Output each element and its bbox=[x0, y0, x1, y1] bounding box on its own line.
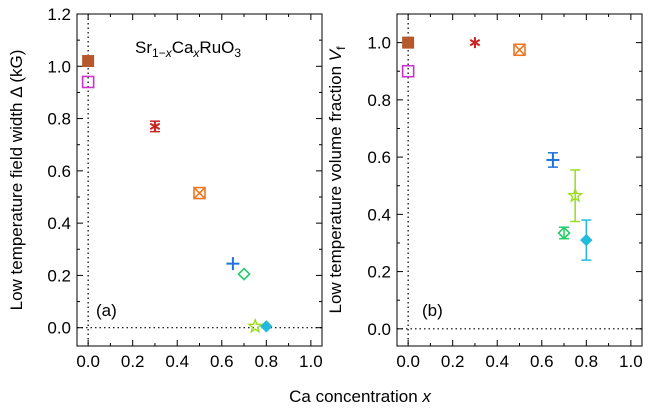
y-tick-label: 0.6 bbox=[47, 162, 71, 181]
y-axis-label-text: Low temperature volume fraction bbox=[326, 61, 345, 313]
data-point-open-square bbox=[401, 64, 415, 78]
panel-label: (a) bbox=[96, 301, 117, 320]
x-tick-label: 1.0 bbox=[619, 352, 643, 371]
panel-b: 0.0 0.2 0.4 0.6 0.8 1.0 0.0 0.2 0.4 0.6 0.8 1.0 Low … bbox=[326, 13, 643, 371]
y-tick-label: 0.8 bbox=[367, 91, 391, 110]
data-point-filled-diamond bbox=[580, 219, 593, 261]
compound-formula: Sr1−xCaxRuO3 bbox=[135, 38, 241, 60]
y-tick-label: 0.2 bbox=[47, 266, 71, 285]
plot-frame bbox=[76, 13, 323, 347]
y-axis-label: Low temperature field width Δ (kG) bbox=[7, 50, 26, 311]
y-tick-label: 1.0 bbox=[367, 34, 391, 53]
data-point-plus bbox=[546, 152, 560, 168]
panel-a: 0.0 0.2 0.4 0.6 0.8 1.0 0.0 0.2 0.4 0.6 0.8 1.0 1.2 L… bbox=[7, 5, 323, 371]
y-tick-label: 0.0 bbox=[367, 320, 391, 339]
data-point-open-diamond bbox=[557, 226, 571, 240]
data-point-star bbox=[567, 169, 584, 223]
y-tick-label: 0.0 bbox=[47, 319, 71, 338]
x-tick-label: 0.6 bbox=[530, 352, 554, 371]
x-tick-label: 0.0 bbox=[76, 352, 100, 371]
data-point-filled-diamond bbox=[260, 320, 273, 333]
shared-x-axis-label: Ca concentration x bbox=[289, 387, 431, 406]
y-tick-label: 0.8 bbox=[47, 110, 71, 129]
data-point-star bbox=[247, 317, 264, 334]
y-tick-label: 1.2 bbox=[47, 5, 71, 24]
data-point-x-square bbox=[193, 186, 206, 200]
y-tick-label: 0.4 bbox=[47, 214, 71, 233]
x-tick-label: 0.8 bbox=[574, 352, 598, 371]
data-point-open-diamond bbox=[237, 267, 251, 281]
data-point-open-square bbox=[81, 75, 95, 89]
data-point-plus bbox=[226, 257, 240, 271]
x-tick-label: 0.4 bbox=[165, 352, 189, 371]
x-tick-label: 0.6 bbox=[210, 352, 234, 371]
x-tick-label: 1.0 bbox=[299, 352, 323, 371]
y-tick-label: 0.4 bbox=[367, 205, 391, 224]
data-point-asterisk bbox=[469, 37, 481, 49]
x-tick-label: 0.4 bbox=[485, 352, 509, 371]
x-tick-label: 0.8 bbox=[254, 352, 278, 371]
y-axis-label-sub: f bbox=[334, 46, 348, 50]
x-tick-label: 0.2 bbox=[441, 352, 465, 371]
plot-frame bbox=[396, 13, 643, 347]
data-point-x-square bbox=[513, 43, 526, 57]
data-point-filled-square bbox=[82, 55, 95, 68]
y-tick-label: 0.2 bbox=[367, 263, 391, 282]
x-axis-label-var: x bbox=[421, 387, 431, 406]
y-tick-label: 1.0 bbox=[47, 57, 71, 76]
data-point-asterisk bbox=[149, 120, 161, 133]
y-tick-label: 0.6 bbox=[367, 148, 391, 167]
x-tick-label: 0.2 bbox=[121, 352, 145, 371]
data-point-filled-square bbox=[402, 36, 415, 49]
x-axis-label-text: Ca concentration bbox=[289, 387, 422, 406]
y-axis-label-var: V bbox=[326, 48, 345, 61]
panel-label: (b) bbox=[422, 301, 443, 320]
x-tick-label: 0.0 bbox=[396, 352, 420, 371]
y-axis-label: Low temperature volume fraction Vf bbox=[326, 46, 348, 314]
